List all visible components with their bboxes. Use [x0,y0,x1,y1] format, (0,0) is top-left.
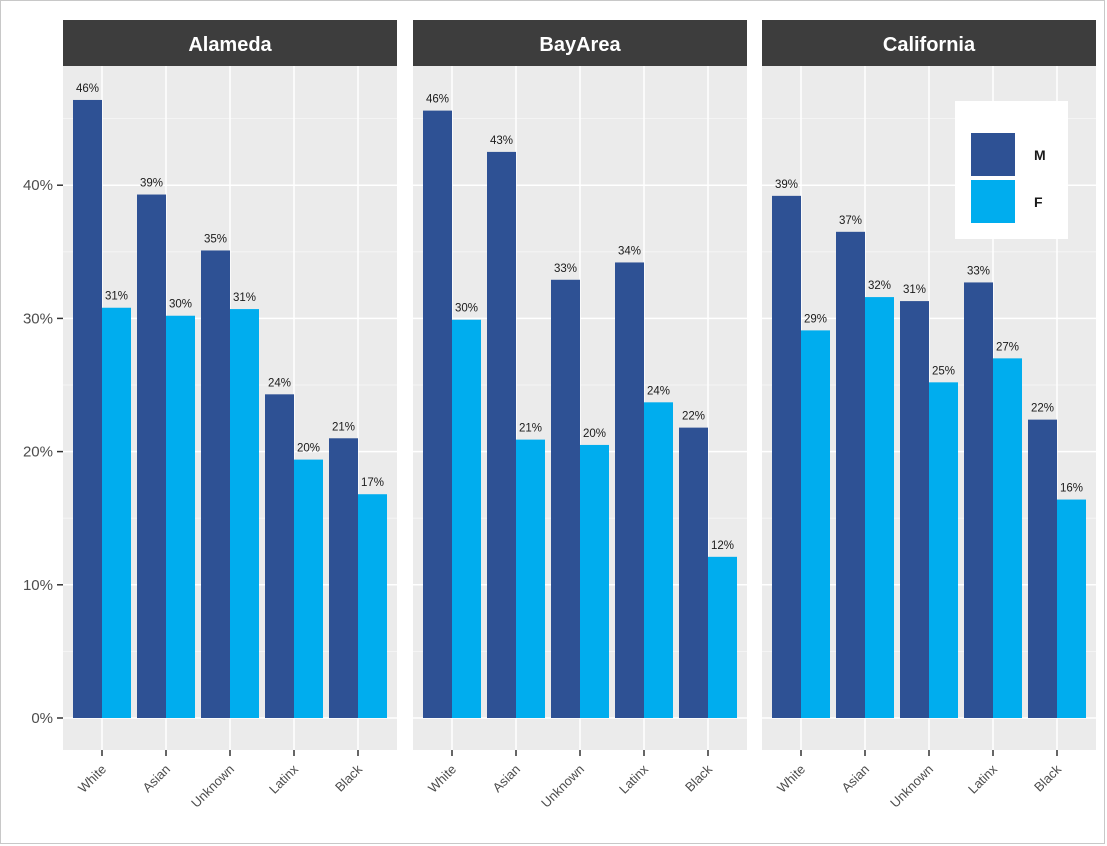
data-label: 31% [233,292,256,304]
bar-m-latinx [265,394,294,718]
bar-m-white [772,195,801,718]
bar-f-white [452,319,481,718]
x-tick-label: Black [1031,761,1064,794]
x-tick-label: Unknown [188,762,237,811]
data-label: 12% [711,540,734,552]
x-tick-label: Latinx [616,761,651,796]
x-tick-label: Latinx [965,761,1000,796]
x-tick-label: Black [682,761,715,794]
bar-f-black [1057,499,1086,718]
data-label: 30% [169,299,192,311]
data-label: 34% [618,245,641,257]
bar-f-black [358,494,387,718]
data-label: 46% [426,94,449,106]
bar-f-asian [865,297,894,718]
legend-swatch-f [971,180,1015,223]
data-label: 27% [996,341,1019,353]
y-tick-label: 40% [23,177,53,194]
data-label: 24% [268,377,291,389]
facet-strip [762,20,1096,66]
x-tick-label: Unknown [538,762,587,811]
bar-f-unknown [929,382,958,718]
data-label: 39% [775,179,798,191]
bar-m-black [1028,419,1057,718]
y-tick-label: 20% [23,444,53,461]
legend-label-f: F [1034,194,1043,210]
x-tick-label: Unknown [887,762,936,811]
bar-f-asian [166,315,195,718]
facet-strip-label: Alameda [188,34,272,56]
y-tick-label: 0% [31,710,53,727]
bar-m-black [329,438,358,718]
bar-f-latinx [993,358,1022,718]
bar-m-latinx [964,282,993,718]
facet-strip [63,20,397,66]
data-label: 32% [868,280,891,292]
bar-m-unknown [900,301,929,718]
data-label: 21% [519,423,542,435]
y-tick-label: 30% [23,310,53,327]
x-tick-label: White [425,762,459,796]
data-label: 46% [76,83,99,95]
x-tick-label: Asian [140,762,174,796]
bar-f-black [708,556,737,718]
data-label: 43% [490,135,513,147]
bar-m-white [73,99,102,718]
bar-m-asian [137,194,166,719]
data-label: 16% [1060,483,1083,495]
data-label: 35% [204,233,227,245]
bar-m-white [423,110,452,718]
data-label: 21% [332,421,355,433]
x-tick-label: White [75,762,109,796]
facet-strip-label: BayArea [539,34,621,56]
data-label: 33% [967,265,990,277]
data-label: 31% [903,284,926,296]
bar-f-white [102,307,131,718]
data-label: 39% [140,178,163,190]
bar-m-asian [487,151,516,718]
x-tick-label: White [774,762,808,796]
bar-f-unknown [580,444,609,718]
data-label: 20% [583,428,606,440]
y-tick-label: 10% [23,577,53,594]
x-tick-label: Asian [839,762,873,796]
x-tick-label: Latinx [266,761,301,796]
data-label: 20% [297,443,320,455]
data-label: 17% [361,477,384,489]
bar-f-latinx [294,459,323,718]
bar-f-unknown [230,309,259,718]
x-tick-label: Asian [490,762,524,796]
data-label: 31% [105,291,128,303]
bar-m-unknown [551,279,580,718]
data-label: 37% [839,215,862,227]
bar-m-black [679,427,708,718]
facet-strip-label: California [883,34,976,56]
legend-label-m: M [1034,147,1046,163]
data-label: 33% [554,263,577,275]
bar-f-latinx [644,402,673,718]
x-tick-label: Black [332,761,365,794]
bar-f-asian [516,439,545,718]
bar-f-white [801,330,830,718]
data-label: 25% [932,365,955,377]
bar-m-unknown [201,250,230,718]
legend-swatch-m [971,133,1015,176]
data-label: 22% [682,411,705,423]
data-label: 30% [455,303,478,315]
facet-strip [413,20,747,66]
bar-m-asian [836,231,865,718]
data-label: 22% [1031,403,1054,415]
bar-m-latinx [615,262,644,718]
data-label: 29% [804,313,827,325]
data-label: 24% [647,385,670,397]
